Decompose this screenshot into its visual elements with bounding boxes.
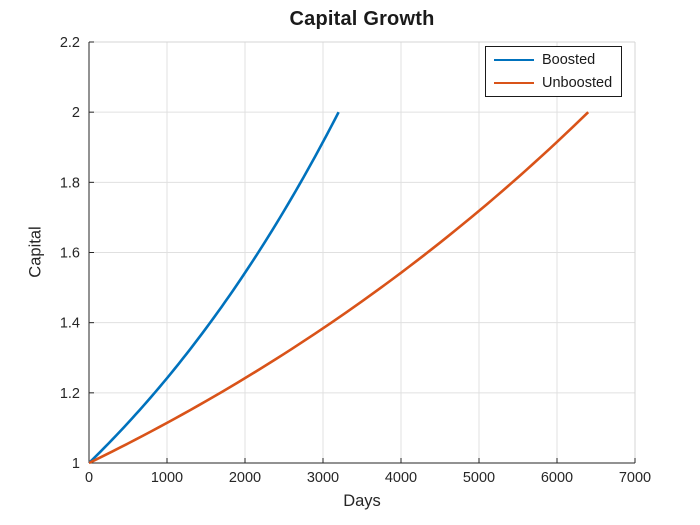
y-tick-label-1: 1: [72, 456, 80, 472]
legend-item-unboosted: Unboosted: [494, 74, 613, 94]
legend-line-sample-unboosted: [494, 82, 534, 85]
series-line-unboosted: [88, 111, 590, 465]
y-tick-label-1.2: 1.2: [60, 386, 80, 402]
x-tick-label-0: 0: [85, 470, 93, 486]
x-tick-label-7000: 7000: [619, 470, 651, 486]
legend-label-unboosted: Unboosted: [542, 75, 613, 92]
legend-line-sample-boosted: [494, 58, 534, 61]
legend-box: Boosted Unboosted: [485, 46, 622, 97]
y-tick-label-2: 2: [72, 105, 80, 121]
x-tick-label-2000: 2000: [229, 470, 261, 486]
y-tick-label-1.4: 1.4: [60, 316, 80, 332]
y-axis-label: Capital: [26, 226, 45, 278]
x-tick-label-1000: 1000: [151, 470, 183, 486]
y-tick-label-2.2: 2.2: [60, 35, 80, 51]
legend-item-boosted: Boosted: [494, 50, 613, 70]
x-tick-label-4000: 4000: [385, 470, 417, 486]
legend-label-boosted: Boosted: [542, 51, 596, 68]
chart-title: Capital Growth: [289, 8, 435, 30]
x-tick-label-6000: 6000: [541, 470, 573, 486]
y-tick-label-1.8: 1.8: [60, 175, 80, 191]
series-line-boosted: [88, 111, 340, 464]
y-tick-label-1.6: 1.6: [60, 246, 80, 262]
x-tick-label-5000: 5000: [463, 470, 495, 486]
x-axis-label: Days: [343, 492, 381, 510]
x-tick-label-3000: 3000: [307, 470, 339, 486]
